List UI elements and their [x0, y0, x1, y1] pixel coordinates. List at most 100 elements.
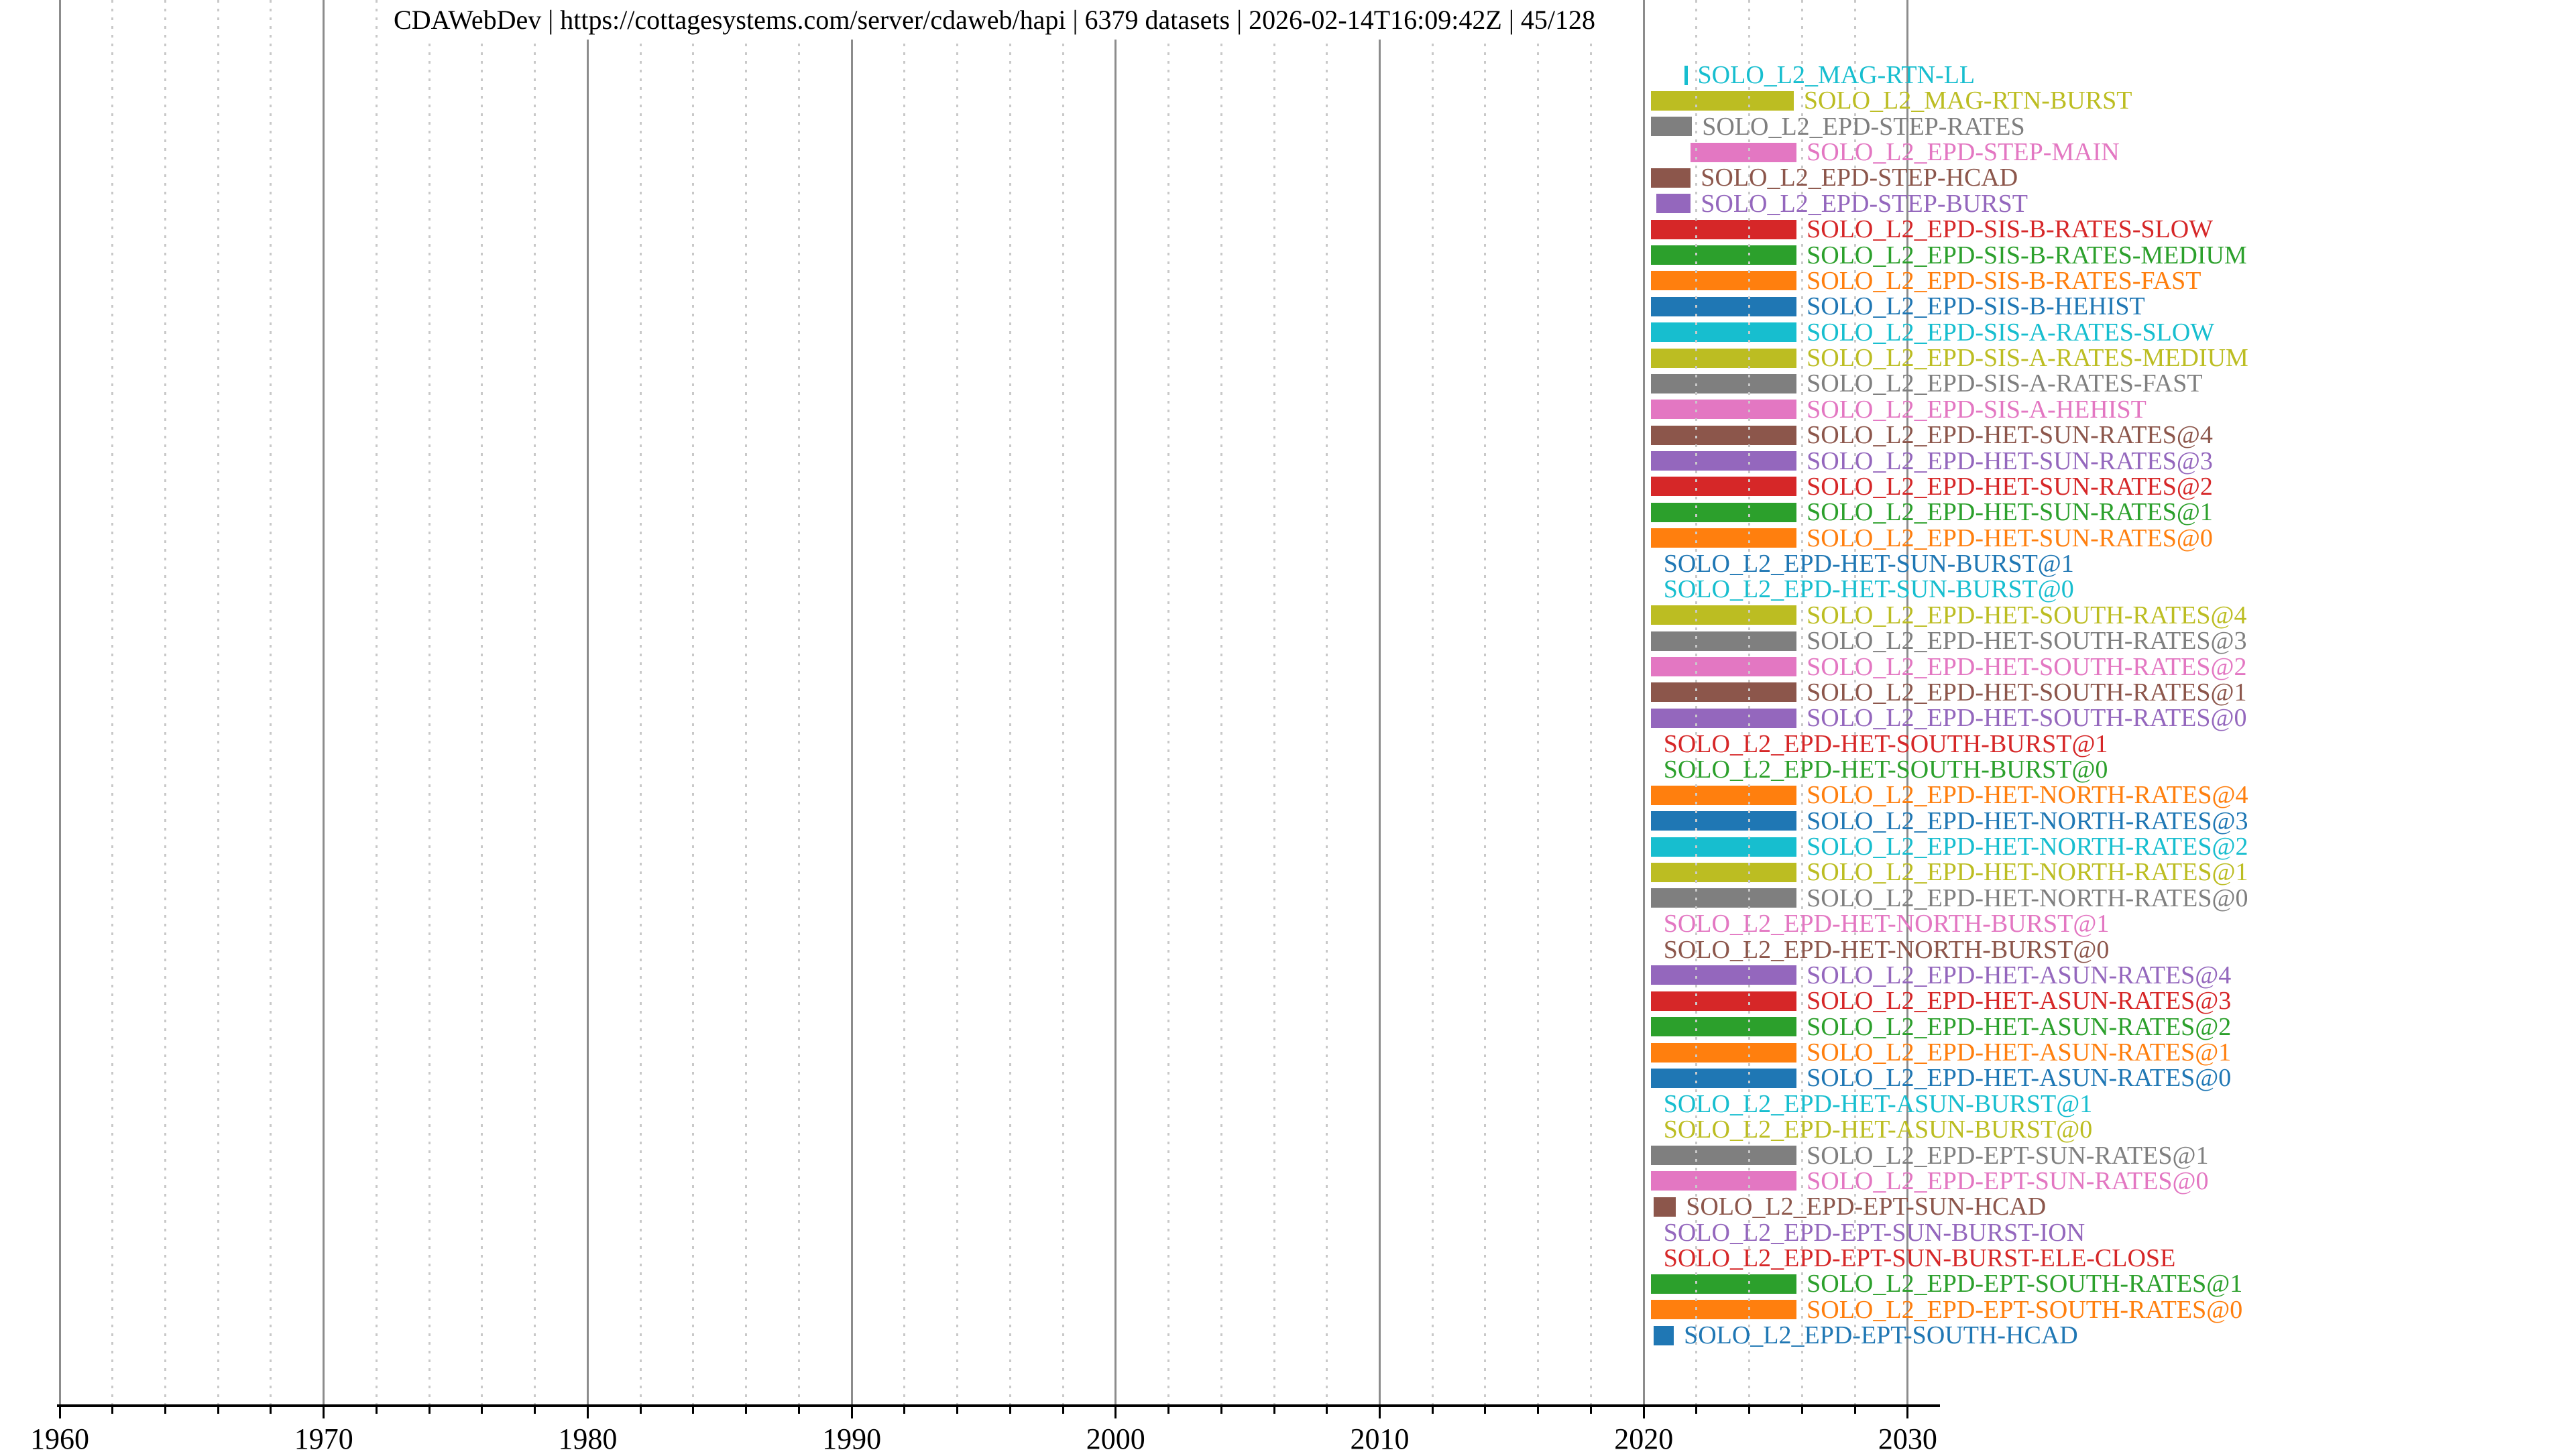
gridline-major-1990 [850, 0, 853, 1405]
dataset-label: SOLO_L2_EPD-EPT-SOUTH-RATES@0 [1807, 1295, 2243, 1324]
dataset-label: SOLO_L2_EPD-HET-ASUN-BURST@1 [1663, 1089, 2093, 1118]
gridline-minor-1978 [534, 0, 536, 1405]
x-axis-tick-label: 2030 [1878, 1422, 1937, 1455]
dataset-label: SOLO_L2_EPD-SIS-B-HEHIST [1807, 292, 2145, 321]
dataset-label: SOLO_L2_EPD-SIS-A-HEHIST [1807, 395, 2147, 424]
coverage-bar [1651, 1042, 1797, 1063]
dataset-label: SOLO_L2_EPD-HET-NORTH-RATES@0 [1807, 884, 2248, 912]
gridline-major-2010 [1379, 0, 1381, 1405]
gridline-minor-2024 [1748, 0, 1751, 1405]
x-axis-tick-label: 2000 [1086, 1422, 1145, 1455]
gridline-minor-2014 [1484, 0, 1487, 1405]
dataset-label: SOLO_L2_MAG-RTN-LL [1697, 61, 1976, 89]
x-axis-minor-tick [111, 1407, 114, 1414]
coverage-bar [1651, 888, 1797, 908]
coverage-bar [1651, 245, 1797, 265]
coverage-bar [1684, 65, 1688, 85]
x-axis-tick-label: 1980 [558, 1422, 618, 1455]
x-axis-minor-tick [1800, 1407, 1803, 1414]
dataset-label: SOLO_L2_EPD-SIS-B-RATES-MEDIUM [1807, 241, 2247, 269]
x-axis-minor-tick [692, 1407, 695, 1414]
gridline-minor-1994 [956, 0, 959, 1405]
x-axis-major-tick [586, 1407, 589, 1418]
dataset-label: SOLO_L2_EPD-HET-SOUTH-RATES@2 [1807, 652, 2247, 681]
gridline-minor-1968 [270, 0, 272, 1405]
x-axis-minor-tick [270, 1407, 272, 1414]
x-axis-minor-tick [1220, 1407, 1222, 1414]
dataset-label: SOLO_L2_EPD-HET-SOUTH-RATES@0 [1807, 704, 2247, 733]
x-axis-major-tick [58, 1407, 61, 1418]
x-axis-minor-tick [1484, 1407, 1487, 1414]
coverage-bar [1651, 965, 1797, 985]
gridline-minor-2006 [1273, 0, 1275, 1405]
dataset-label: SOLO_L2_EPD-HET-SOUTH-BURST@0 [1663, 755, 2108, 784]
gridline-minor-2028 [1853, 0, 1856, 1405]
dataset-label: SOLO_L2_EPD-HET-NORTH-RATES@2 [1807, 833, 2248, 861]
gridline-minor-2026 [1800, 0, 1803, 1405]
dataset-label: SOLO_L2_EPD-HET-NORTH-RATES@1 [1807, 858, 2248, 887]
coverage-bar [1651, 168, 1691, 188]
gridline-minor-2002 [1167, 0, 1170, 1405]
dataset-label: SOLO_L2_EPD-HET-SOUTH-RATES@1 [1807, 678, 2247, 707]
dataset-label: SOLO_L2_EPD-SIS-B-RATES-SLOW [1807, 215, 2214, 244]
x-axis-line [57, 1404, 1940, 1407]
coverage-bar [1651, 837, 1797, 857]
dataset-label: SOLO_L2_EPD-HET-SUN-RATES@0 [1807, 524, 2213, 552]
coverage-bar [1651, 1068, 1797, 1088]
coverage-bar [1651, 862, 1797, 882]
x-axis-tick-label: 1990 [822, 1422, 882, 1455]
x-axis-minor-tick [1167, 1407, 1170, 1414]
coverage-bar [1651, 219, 1797, 239]
x-axis-minor-tick [1009, 1407, 1011, 1414]
dataset-label: SOLO_L2_EPD-HET-ASUN-RATES@3 [1807, 987, 2232, 1016]
dataset-label: SOLO_L2_EPD-HET-SUN-RATES@4 [1807, 421, 2213, 450]
x-axis-major-tick [1642, 1407, 1645, 1418]
coverage-bar [1656, 194, 1691, 214]
dataset-label: SOLO_L2_EPD-HET-ASUN-RATES@0 [1807, 1064, 2232, 1093]
coverage-bar [1651, 425, 1797, 445]
x-axis-minor-tick [1748, 1407, 1751, 1414]
x-axis-minor-tick [164, 1407, 166, 1414]
x-axis-minor-tick [428, 1407, 431, 1414]
gridline-minor-1988 [797, 0, 800, 1405]
coverage-bar [1651, 1017, 1797, 1037]
gridline-minor-2022 [1695, 0, 1698, 1405]
coverage-bar [1651, 811, 1797, 831]
gridline-minor-1998 [1062, 0, 1064, 1405]
coverage-bar [1651, 708, 1797, 728]
coverage-bar [1651, 631, 1797, 651]
x-axis-major-tick [1379, 1407, 1381, 1418]
dataset-label: SOLO_L2_EPD-HET-SUN-RATES@3 [1807, 446, 2213, 475]
dataset-label: SOLO_L2_EPD-EPT-SUN-BURST-ELE-CLOSE [1663, 1244, 2176, 1273]
x-axis-minor-tick [797, 1407, 800, 1414]
x-axis-minor-tick [639, 1407, 642, 1414]
x-axis-minor-tick [1273, 1407, 1275, 1414]
dataset-label: SOLO_L2_EPD-HET-NORTH-RATES@4 [1807, 781, 2248, 810]
coverage-bar [1651, 605, 1797, 625]
gridline-minor-2018 [1589, 0, 1592, 1405]
x-axis-minor-tick [745, 1407, 748, 1414]
dataset-label: SOLO_L2_EPD-EPT-SOUTH-RATES@1 [1807, 1270, 2243, 1298]
dataset-label: SOLO_L2_EPD-HET-SOUTH-RATES@3 [1807, 627, 2247, 656]
gridline-major-1970 [323, 0, 325, 1405]
x-axis-minor-tick [1695, 1407, 1698, 1414]
chart-title: CDAWebDev | https://cottagesystems.com/s… [383, 0, 1606, 40]
coverage-bar [1651, 785, 1797, 805]
x-axis-minor-tick [1431, 1407, 1434, 1414]
x-axis-minor-tick [956, 1407, 959, 1414]
x-axis-tick-label: 1970 [294, 1422, 353, 1455]
dataset-label: SOLO_L2_EPD-EPT-SUN-RATES@1 [1807, 1141, 2209, 1170]
dataset-label: SOLO_L2_EPD-HET-SUN-BURST@1 [1663, 550, 2074, 579]
dataset-label: SOLO_L2_EPD-STEP-HCAD [1701, 164, 2018, 192]
x-axis-tick-label: 1960 [30, 1422, 89, 1455]
gridline-minor-2004 [1220, 0, 1222, 1405]
x-axis-tick-label: 2020 [1614, 1422, 1674, 1455]
x-axis-minor-tick [1537, 1407, 1540, 1414]
x-axis-minor-tick [217, 1407, 219, 1414]
gridline-minor-1972 [375, 0, 378, 1405]
x-axis-minor-tick [1326, 1407, 1328, 1414]
